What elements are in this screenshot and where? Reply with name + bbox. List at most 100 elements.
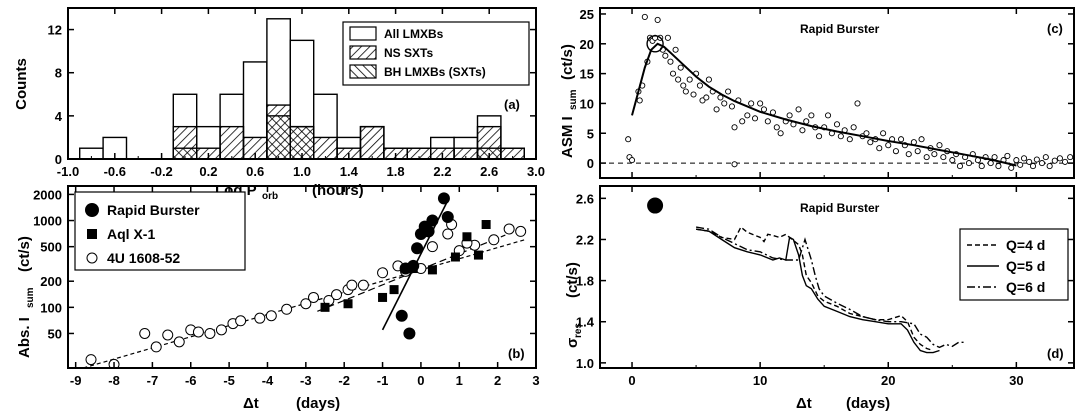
point-4u1608 <box>308 291 320 303</box>
panel-a-xlabel-unit: (hours) <box>312 182 364 199</box>
x-tick-label: -9 <box>70 373 82 388</box>
x-tick-label: -0.6 <box>104 164 126 179</box>
data-point <box>662 52 669 59</box>
panel-d-xlabel-unit: (days) <box>846 395 890 412</box>
y-tick-label: 500 <box>40 240 62 255</box>
point-4u1608 <box>235 315 247 327</box>
data-point <box>931 151 938 158</box>
data-point <box>808 112 815 119</box>
data-point <box>1046 163 1053 170</box>
point-aql-x1 <box>481 220 491 230</box>
data-point <box>757 100 764 107</box>
point-rapid-burster <box>426 214 439 227</box>
data-point <box>940 154 947 161</box>
series-line <box>695 228 940 354</box>
data-point <box>672 46 679 53</box>
data-point <box>669 70 677 77</box>
bar-ns-sxts <box>219 125 245 160</box>
panel-c-ylabel-sub: sum <box>568 89 579 110</box>
point-4u1608 <box>150 341 162 353</box>
y-tick-label: 10 <box>580 96 594 111</box>
y-tick-label: 4 <box>55 109 63 124</box>
panel-c-ylabel-unit: (ct/s) <box>559 44 576 80</box>
data-point <box>995 163 1002 170</box>
y-tick-label: 8 <box>55 66 62 81</box>
data-point <box>991 154 998 161</box>
legend-label: Aql X-1 <box>107 226 155 242</box>
x-tick-label: 0.6 <box>246 164 264 179</box>
x-tick-label: -3 <box>300 373 312 388</box>
data-point <box>978 163 985 170</box>
x-tick-label: 30 <box>1009 373 1023 388</box>
data-point <box>1033 156 1040 163</box>
data-point <box>1013 157 1020 164</box>
point-rapid-burster <box>411 242 424 255</box>
data-point <box>667 58 674 65</box>
panel-d-ylabel-sub: res <box>573 323 584 338</box>
x-tick-label: -4 <box>262 373 274 388</box>
point-aql-x1 <box>320 302 330 312</box>
data-point <box>677 64 684 71</box>
legend-label: Rapid Burster <box>107 202 200 218</box>
data-point <box>816 133 823 140</box>
x-tick-label: 1.0 <box>293 164 311 179</box>
point-4u1608 <box>442 228 454 240</box>
panel-d-marker-point <box>647 197 664 214</box>
data-point <box>1061 158 1069 165</box>
x-tick-label: -6 <box>185 373 197 388</box>
data-point <box>824 112 832 119</box>
point-4u1608 <box>139 327 151 339</box>
data-point <box>703 94 710 101</box>
data-point <box>654 16 661 23</box>
data-point <box>905 151 912 158</box>
point-rapid-burster <box>422 225 435 238</box>
panel-d-xlabel: Δt (days) <box>796 395 890 412</box>
data-point <box>773 124 780 131</box>
point-4u1608 <box>331 289 343 301</box>
data-point <box>803 118 810 125</box>
y-tick-label: 2.6 <box>576 191 594 206</box>
panel-a-ylabel: Counts <box>13 58 30 110</box>
data-point <box>1029 163 1037 170</box>
data-point <box>850 124 857 131</box>
data-point <box>636 97 643 104</box>
data-point <box>949 157 956 164</box>
panel-b-xlabel: Δt (days) <box>243 395 340 412</box>
point-4u1608 <box>265 310 277 322</box>
data-point <box>728 103 736 110</box>
point-4u1608 <box>503 223 515 235</box>
panel-c-annotation: Rapid Burster <box>800 22 880 36</box>
panel-d-ylabel-main: σ <box>564 338 581 348</box>
panel-b-points <box>85 192 527 368</box>
panel-d-line: 0 10 20 30 1.0 1.4 1.8 2.2 2.6 Rapid Burster (d)… <box>564 185 1075 412</box>
legend-label: All LMXBs <box>384 27 444 41</box>
point-aql-x1 <box>473 250 483 260</box>
data-point <box>1038 160 1046 167</box>
panel-d-ylabel: σ res (ct/s) <box>564 262 584 348</box>
panel-d-legend: Q=4 d Q=5 d Q=6 d <box>959 228 1069 301</box>
data-point <box>760 106 768 113</box>
point-4u1608 <box>488 234 500 246</box>
panel-b-xlabel-main: Δt <box>243 395 259 412</box>
point-rapid-burster <box>407 259 420 272</box>
panel-b-ylabel: Abs. I sum (ct/s) <box>16 236 36 358</box>
panel-d-frame <box>599 185 1075 369</box>
panel-b-ylabel-unit: (ct/s) <box>16 236 33 272</box>
data-point <box>914 148 921 155</box>
y-tick-label: 200 <box>40 274 62 289</box>
data-point <box>664 34 671 41</box>
point-4u1608 <box>426 241 438 253</box>
bar-bh-lmxbs <box>266 115 291 160</box>
point-4u1608 <box>215 324 227 336</box>
point-4u1608 <box>204 327 216 339</box>
point-aql-x1 <box>462 232 472 242</box>
point-rapid-burster <box>403 327 416 340</box>
panel-c-label: (c) <box>1047 21 1063 36</box>
panel-a-ticks: -1.0 -0.6 -0.2 0.2 0.6 1.0 1.4 1.8 2.2 2.6 3.0 0 4 8 1… <box>48 8 545 179</box>
point-4u1608 <box>281 303 293 315</box>
panel-b-ticks: -9 -8 -7 -6 -5 -4 -3 -2 -1 0 1 2 3 50 100 200 500 1000 200… <box>33 186 540 388</box>
y-tick-label: 1000 <box>33 214 62 229</box>
x-tick-label: 3.0 <box>527 164 545 179</box>
data-point <box>682 88 689 95</box>
